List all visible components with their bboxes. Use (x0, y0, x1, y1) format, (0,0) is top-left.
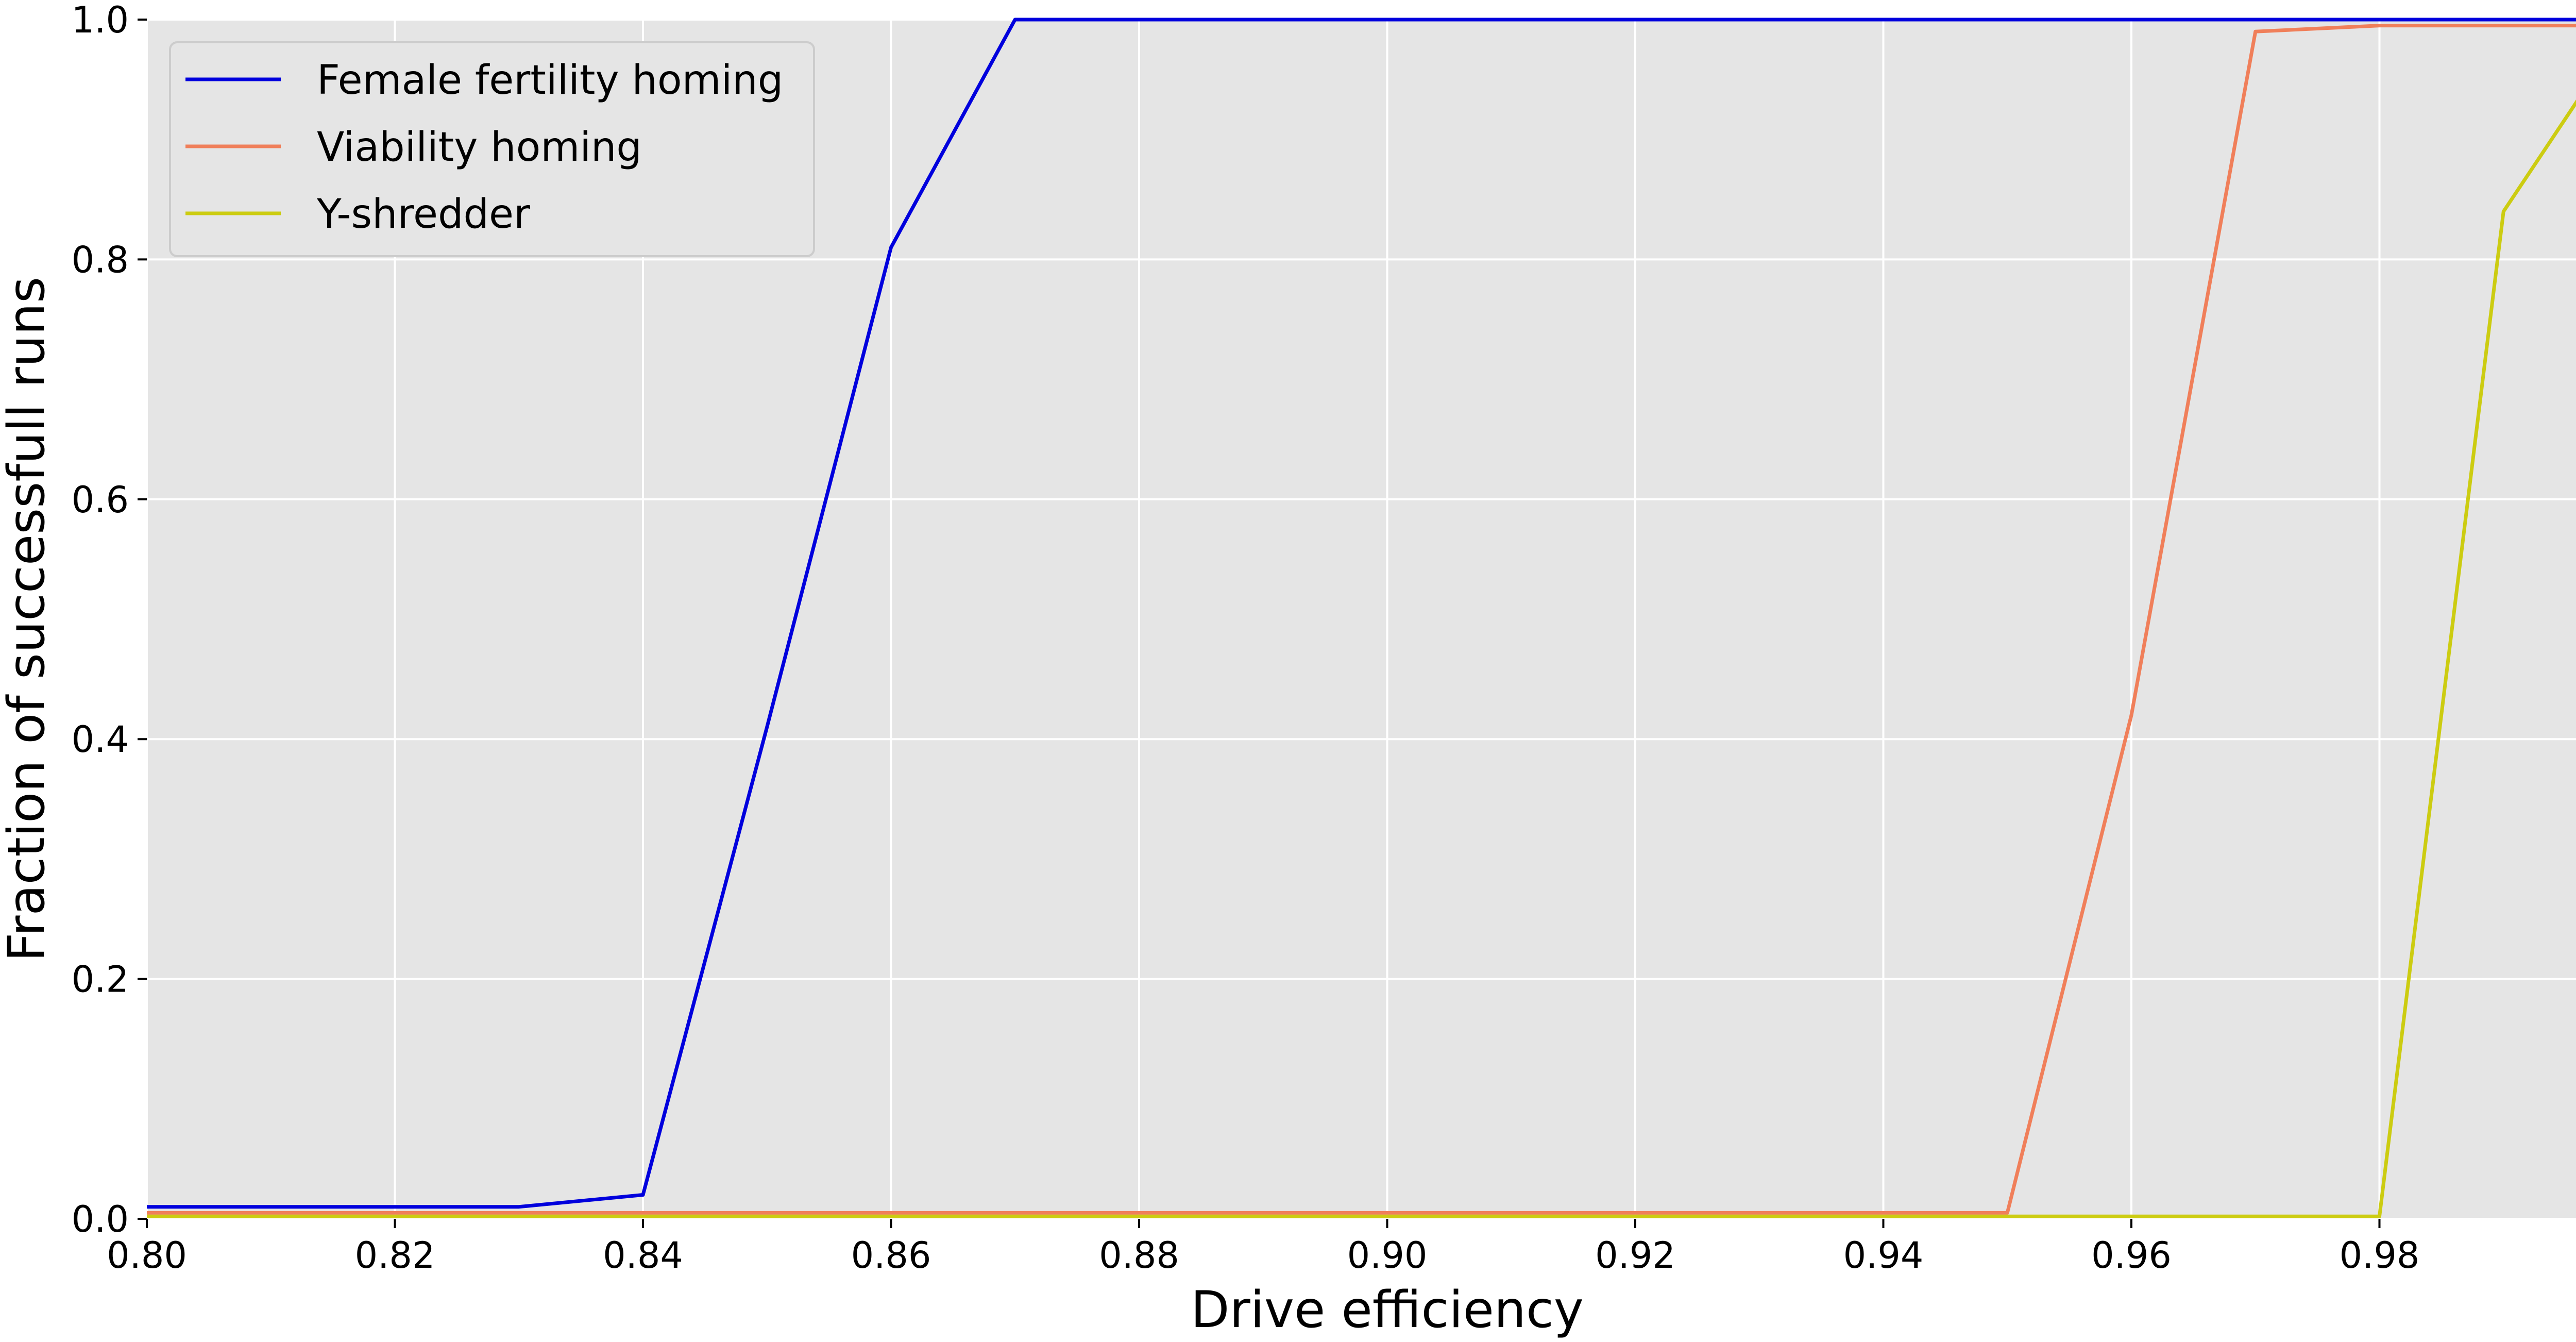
y-tick-label: 0.2 (72, 959, 129, 1001)
y-tick-label: 0.0 (72, 1198, 129, 1240)
y-tick-label: 0.4 (72, 718, 129, 761)
x-tick-label: 0.80 (107, 1234, 187, 1277)
x-tick-label: 0.98 (2340, 1234, 2420, 1277)
y-axis-ticks: 0.0 0.2 0.4 0.6 0.8 1.0 (72, 0, 147, 1240)
legend: Female fertility homing Viability homing Y… (169, 41, 815, 257)
series-line-viability-homing (147, 24, 2576, 1215)
series-line-female-fertility-homing (147, 18, 2576, 1209)
series-lines (147, 18, 2576, 1218)
series-line-y-shredder (147, 99, 2576, 1218)
x-tick-label: 0.82 (355, 1234, 435, 1277)
x-tick-label: 0.96 (2091, 1234, 2172, 1277)
x-tick-label: 0.88 (1099, 1234, 1179, 1277)
x-tick-label: 0.86 (851, 1234, 931, 1277)
x-tick-label: 0.92 (1595, 1234, 1675, 1277)
legend-label: Y-shredder (316, 191, 531, 238)
y-axis-label: Fraction of successfull runs (0, 277, 56, 962)
x-axis-label: Drive efficiency (1191, 1281, 1584, 1339)
x-tick-label: 0.94 (1843, 1234, 1924, 1277)
legend-label: Female fertility homing (317, 57, 783, 104)
y-tick-label: 0.8 (72, 239, 129, 281)
legend-box (169, 41, 815, 257)
legend-label: Viability homing (317, 124, 642, 171)
y-tick-label: 0.6 (72, 479, 129, 521)
y-tick-label: 1.0 (72, 0, 129, 41)
x-tick-label: 0.84 (603, 1234, 683, 1277)
x-axis-ticks: 0.80 0.82 0.84 0.86 0.88 0.90 0.92 0.94 0.96 0.98… (107, 1219, 2420, 1277)
x-tick-label: 0.90 (1347, 1234, 1428, 1277)
